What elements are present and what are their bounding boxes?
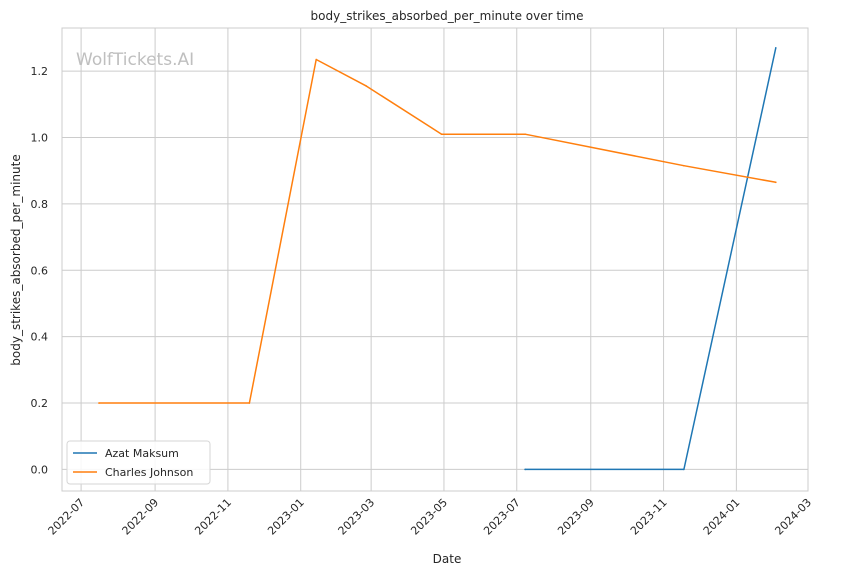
y-axis-title: body_strikes_absorbed_per_minute: [9, 154, 23, 365]
y-tick-label: 1.0: [31, 132, 49, 145]
data-point: [98, 402, 100, 404]
data-point: [365, 85, 368, 87]
data-point: [774, 47, 777, 49]
data-point: [440, 133, 443, 136]
series-layer: [98, 47, 777, 471]
plot-background: [62, 28, 808, 491]
data-point: [774, 181, 777, 184]
data-point: [315, 58, 318, 61]
data-point: [524, 468, 526, 471]
y-axis-ticks: 0.0 0.2 0.4 0.6 0.8 1.0 1.2: [31, 65, 49, 476]
data-point: [524, 133, 526, 136]
legend-label: Charles Johnson: [105, 466, 193, 479]
y-tick-label: 0.4: [31, 331, 49, 344]
plot-area: WolfTickets.AI: [61, 27, 809, 492]
y-tick-label: 0.2: [31, 397, 49, 410]
x-axis-title: Date: [433, 552, 462, 566]
y-tick-label: 0.0: [31, 463, 49, 476]
y-tick-label: 1.2: [31, 65, 49, 78]
watermark-text: WolfTickets.AI: [76, 50, 194, 70]
series-line-1: [98, 58, 777, 404]
legend-label: Azat Maksum: [105, 447, 179, 460]
plot-frame: [61, 27, 809, 492]
legend: Azat Maksum Charles Johnson: [66, 440, 211, 485]
data-point: [248, 402, 251, 404]
chart-title: body_strikes_absorbed_per_minute over ti…: [311, 9, 584, 23]
y-tick-label: 0.8: [31, 198, 49, 211]
y-tick-label: 0.6: [31, 264, 49, 277]
data-point: [683, 468, 685, 471]
data-point: [683, 164, 685, 167]
legend-box: [66, 440, 211, 485]
